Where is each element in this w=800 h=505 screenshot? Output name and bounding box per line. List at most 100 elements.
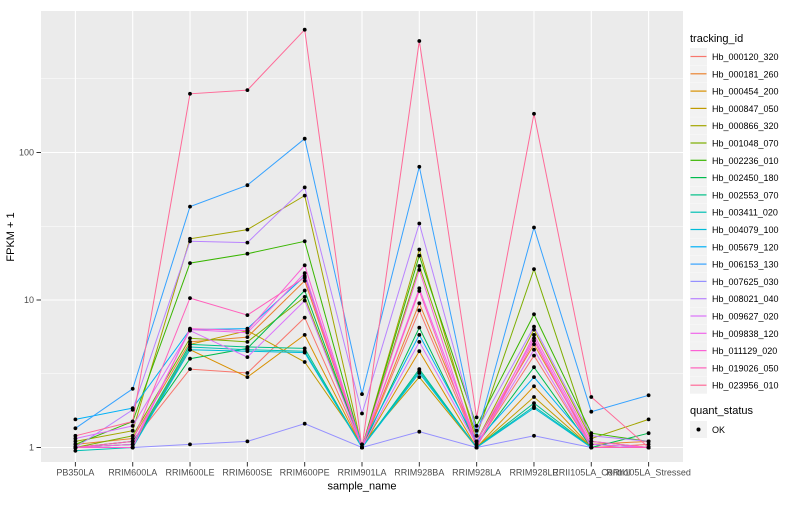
data-point — [646, 442, 651, 447]
data-point — [532, 401, 536, 405]
legend-entry-Hb_000866_320: Hb_000866_320 — [690, 117, 779, 135]
data-point — [73, 417, 78, 422]
data-point — [302, 288, 307, 293]
data-point — [73, 445, 78, 450]
legend-entry-Hb_002236_010: Hb_002236_010 — [690, 151, 779, 169]
legend-tracking-id: Hb_000120_320 Hb_000181_260 Hb_000454_200 H… — [690, 48, 779, 394]
data-point — [474, 442, 479, 447]
data-point — [589, 445, 594, 450]
data-point — [474, 445, 479, 450]
data-point — [532, 225, 536, 230]
legend-label: Hb_002450_180 — [712, 173, 779, 183]
data-point — [188, 356, 192, 361]
y-tick-label: 100 — [19, 148, 34, 158]
legend-label: Hb_000866_320 — [712, 121, 779, 131]
data-point — [245, 227, 250, 232]
data-point — [302, 185, 307, 190]
x-tick-label: RRIM600PE — [280, 468, 330, 478]
data-point — [532, 353, 536, 358]
data-point — [245, 240, 250, 245]
data-point — [417, 371, 422, 375]
data-point — [532, 267, 536, 271]
legend-label: Hb_000120_320 — [712, 52, 779, 62]
data-point — [245, 439, 250, 444]
data-point — [130, 442, 135, 447]
data-point — [532, 342, 536, 347]
data-point — [188, 347, 192, 352]
data-point — [245, 313, 250, 317]
data-point — [417, 333, 422, 337]
data-point — [417, 429, 422, 434]
data-point — [589, 431, 594, 436]
legend-title-tracking-id: tracking_id — [690, 33, 743, 45]
data-point — [474, 415, 479, 420]
data-point — [245, 371, 250, 375]
data-point — [245, 328, 250, 333]
axes: PB350LA RRIM600LA RRIM600LE RRIM600SE RRIM60… — [19, 148, 691, 478]
data-point — [646, 393, 651, 398]
legend-label: Hb_000454_200 — [712, 87, 779, 97]
data-point — [360, 445, 364, 450]
data-point — [417, 375, 422, 379]
data-point — [646, 417, 651, 422]
legend-label: Hb_023956_010 — [712, 381, 779, 391]
data-point — [245, 88, 250, 92]
data-point — [302, 350, 307, 355]
data-point — [130, 445, 135, 450]
data-point — [188, 204, 192, 209]
data-point — [302, 421, 307, 426]
data-point — [302, 278, 307, 283]
legend-label: Hb_000181_260 — [712, 69, 779, 79]
x-tick-label: RRIM600SE — [222, 468, 272, 478]
data-point — [474, 428, 479, 433]
data-point — [302, 263, 307, 268]
data-point — [302, 275, 307, 280]
legend-entry-Hb_000120_320: Hb_000120_320 — [690, 48, 779, 65]
data-point — [130, 436, 135, 441]
data-point — [188, 296, 192, 300]
data-point — [417, 164, 422, 169]
data-point — [302, 271, 307, 276]
data-point — [245, 375, 250, 379]
data-point — [360, 392, 364, 396]
gridlines — [41, 11, 683, 462]
data-point — [589, 439, 594, 444]
data-point — [589, 442, 594, 447]
data-point — [532, 347, 536, 352]
data-point — [417, 301, 422, 306]
legend-entry-Hb_005679_120: Hb_005679_120 — [690, 238, 779, 256]
x-tick-label: PB350LA — [56, 468, 94, 478]
x-tick-label: RRIM901LA — [337, 468, 386, 478]
legend-entry-Hb_019026_050: Hb_019026_050 — [690, 359, 779, 377]
legend-label: Hb_002553_070 — [712, 190, 779, 200]
legend-entry-Hb_023956_010: Hb_023956_010 — [690, 376, 779, 394]
data-point — [245, 335, 250, 339]
legend-label: Hb_001048_070 — [712, 139, 779, 149]
legend-entry-Hb_003411_020: Hb_003411_020 — [690, 203, 778, 221]
legend-entry-Hb_009627_020: Hb_009627_020 — [690, 307, 779, 325]
data-point — [302, 295, 307, 299]
data-point — [245, 349, 250, 354]
data-point — [532, 384, 536, 389]
quant-status-ok-point-icon — [696, 427, 701, 432]
data-point — [245, 183, 250, 188]
data-point — [417, 253, 422, 258]
data-point — [589, 395, 594, 399]
legend-entry-Hb_007625_030: Hb_007625_030 — [690, 272, 779, 290]
data-point — [188, 336, 192, 341]
legend-entry-Hb_008021_040: Hb_008021_040 — [690, 290, 779, 308]
data-point — [589, 409, 594, 414]
data-point — [245, 355, 250, 359]
data-point — [474, 433, 479, 438]
data-point — [532, 433, 536, 438]
data-point — [130, 428, 135, 433]
data-point — [532, 406, 536, 410]
data-point — [532, 338, 536, 343]
data-point — [532, 395, 536, 399]
data-point — [130, 407, 135, 412]
data-point — [646, 431, 651, 436]
data-point — [302, 315, 307, 320]
x-axis-title: sample_name — [327, 481, 396, 493]
data-point — [302, 360, 307, 364]
